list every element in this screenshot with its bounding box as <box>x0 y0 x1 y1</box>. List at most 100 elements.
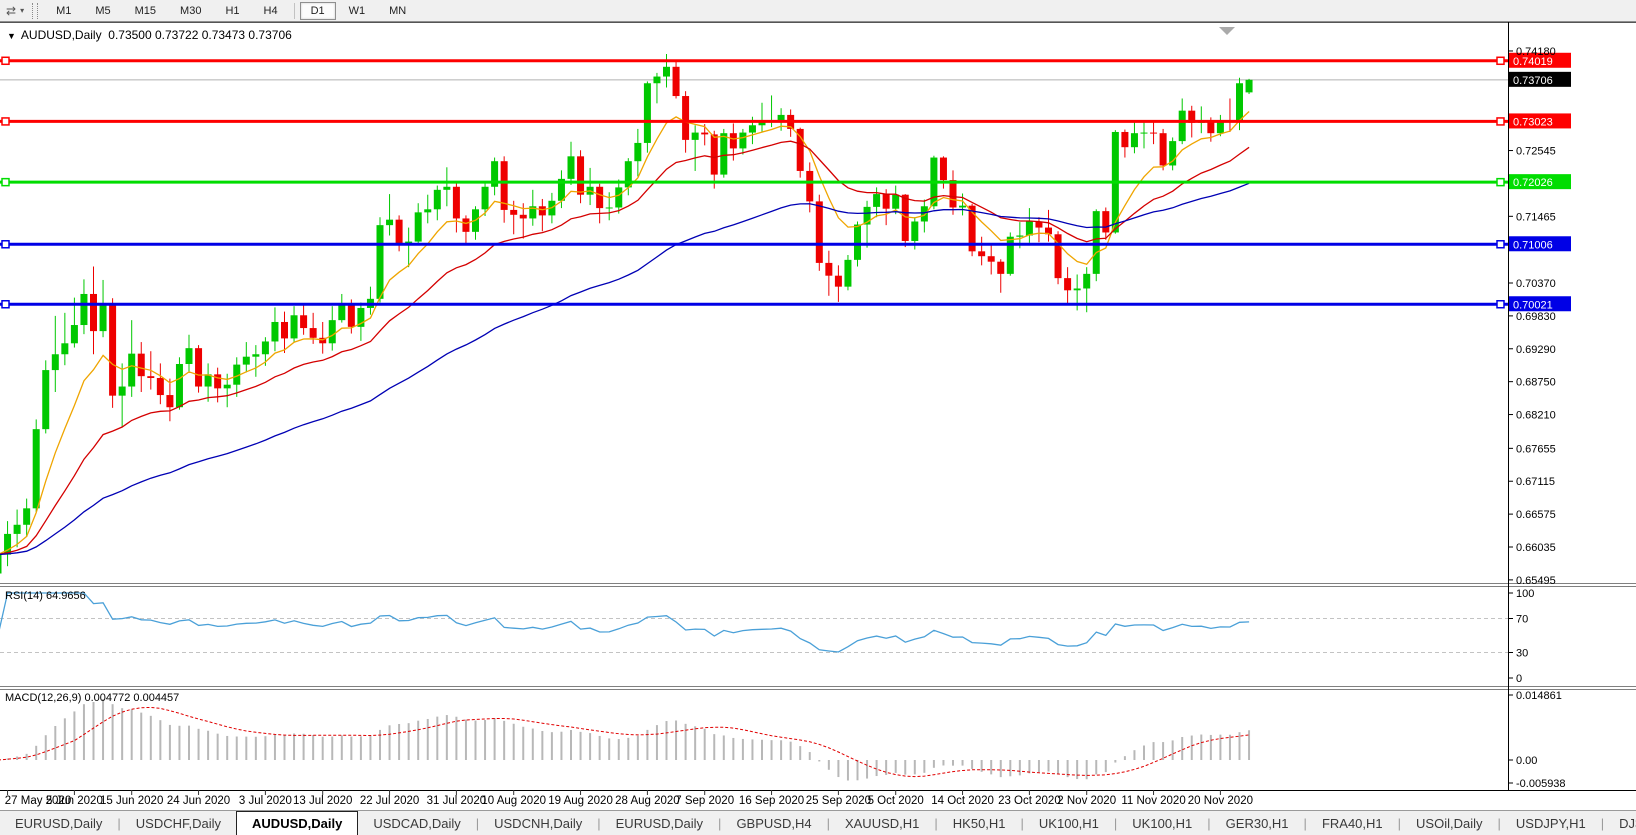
candle <box>978 251 986 257</box>
date-axis-tick-label: 15 Jun 2020 <box>100 795 163 807</box>
symbol-tab-eurusd-daily[interactable]: EURUSD,Daily <box>15 815 103 831</box>
line-drag-handle[interactable] <box>1496 240 1505 249</box>
candle <box>90 293 97 332</box>
candle <box>261 341 269 355</box>
candle <box>1216 121 1224 134</box>
line-drag-handle[interactable] <box>1496 300 1505 309</box>
symbol-tab-uk100-h1[interactable]: UK100,H1 <box>1132 815 1193 831</box>
date-axis-tick-label: 24 Jun 2020 <box>167 795 230 807</box>
price-axis-tick-label: 0.74180 <box>1516 46 1556 58</box>
symbol-tab-uk100-h1[interactable]: UK100,H1 <box>1038 815 1099 831</box>
rsi-pane[interactable] <box>0 592 1250 653</box>
candle <box>739 132 747 149</box>
current-price-badge-label: 0.73706 <box>1513 75 1553 87</box>
toolbar-separator <box>293 2 295 19</box>
candle <box>214 374 222 389</box>
symbol-tab-usdcad-daily[interactable]: USDCAD,Daily <box>373 815 461 831</box>
candle <box>1006 236 1014 274</box>
candle <box>290 315 298 339</box>
candle <box>758 122 766 126</box>
candle <box>529 206 537 219</box>
toolbar-grip-handle[interactable] <box>32 2 39 19</box>
price-axis-tick-label: 0.68750 <box>1516 377 1556 389</box>
line-drag-handle[interactable] <box>1 177 10 187</box>
symbol-tab-usoil-daily[interactable]: USOil,Daily <box>1416 815 1483 831</box>
timeframe-button-d1[interactable]: D1 <box>299 1 336 20</box>
date-axis-tick-label: 13 Jul 2020 <box>293 795 352 807</box>
macd-axis-tick-label: 0.014861 <box>1516 690 1562 702</box>
symbol-tab-usdchf-daily[interactable]: USDCHF,Daily <box>135 815 222 831</box>
date-axis-tick-label: 7 Sep 2020 <box>675 795 734 807</box>
candle <box>1121 131 1129 148</box>
candle <box>223 384 231 389</box>
candle <box>242 356 250 365</box>
chart-shift-marker-icon[interactable] <box>1219 27 1235 35</box>
candles-layer <box>0 54 1253 574</box>
candle <box>882 194 890 209</box>
candle <box>500 161 508 210</box>
date-axis-tick-label: 5 Oct 2020 <box>868 795 924 807</box>
price-level-badge-label: 0.71006 <box>1513 239 1553 251</box>
candle <box>834 275 842 287</box>
chart-symbol-label: AUDUSD,Daily <box>20 28 102 42</box>
timeframe-button-h1[interactable]: H1 <box>225 4 240 17</box>
candle <box>653 76 661 84</box>
symbol-tab-dj30-daily[interactable]: DJ30,Daily <box>1619 815 1636 831</box>
chart-canvas[interactable]: 0.74019 0.73023 0.72026 0.71006 0.70021 0.737… <box>0 0 1636 810</box>
price-level-badge-label: 0.72026 <box>1513 177 1553 189</box>
line-drag-handle[interactable] <box>1 117 10 126</box>
symbol-tab-eurusd-daily[interactable]: EURUSD,Daily <box>615 815 704 831</box>
chevron-down-icon[interactable]: ▾ <box>20 6 25 15</box>
chart-dropdown-icon[interactable]: ▼ <box>7 31 16 41</box>
macd-pane[interactable] <box>0 699 1251 781</box>
candle <box>1245 79 1253 93</box>
candle <box>873 194 881 207</box>
line-drag-handle[interactable] <box>1496 177 1505 187</box>
candle <box>920 206 928 222</box>
chart-title: ▼ AUDUSD,Daily 0.73500 0.73722 0.73473 0.… <box>7 28 292 42</box>
timeframe-button-mn[interactable]: MN <box>389 4 407 17</box>
symbol-tab-xauusd-h1[interactable]: XAUUSD,H1 <box>844 815 920 831</box>
candle <box>1054 234 1062 279</box>
symbol-tab-fra40-h1[interactable]: FRA40,H1 <box>1321 815 1383 831</box>
candle <box>328 320 336 344</box>
timeframe-button-m30[interactable]: M30 <box>180 4 202 17</box>
symbol-tab-gbpusd-h4[interactable]: GBPUSD,H4 <box>736 815 812 831</box>
candle <box>300 315 308 329</box>
line-drag-handle[interactable] <box>1496 56 1505 66</box>
price-axis-tick-label: 0.65495 <box>1516 575 1556 587</box>
candle <box>452 186 460 219</box>
candle <box>510 209 518 215</box>
date-axis-tick-label: 31 Jul 2020 <box>427 795 486 807</box>
candle <box>195 348 203 387</box>
symbol-tab-ger30-h1[interactable]: GER30,H1 <box>1225 815 1289 831</box>
line-drag-handle[interactable] <box>1 240 10 249</box>
candle <box>796 128 804 171</box>
candle <box>844 259 852 287</box>
candle <box>309 328 317 338</box>
candle <box>519 214 527 219</box>
symbol-tab-usdcnh-daily[interactable]: USDCNH,Daily <box>494 815 583 831</box>
candle <box>185 348 193 364</box>
timeframe-button-m1[interactable]: M1 <box>56 4 72 17</box>
price-axis-tick-label: 0.72545 <box>1516 146 1556 158</box>
symbol-tab-usdjpy-h1[interactable]: USDJPY,H1 <box>1515 815 1586 831</box>
timeframe-button-m5[interactable]: M5 <box>95 4 111 17</box>
line-drag-handle[interactable] <box>1496 117 1505 126</box>
line-drag-handle[interactable] <box>1 300 10 309</box>
symbol-tab-audusd-daily[interactable]: AUDUSD,Daily <box>236 811 359 835</box>
candle <box>691 132 699 140</box>
tab-separator: | <box>117 815 121 831</box>
candle <box>901 194 909 241</box>
timeframe-button-h4[interactable]: H4 <box>263 4 278 17</box>
pan-tool-icon[interactable]: ⇄ <box>6 3 17 18</box>
date-axis-tick-label: 5 Jun 2020 <box>46 795 103 807</box>
symbol-tab-hk50-h1[interactable]: HK50,H1 <box>952 815 1006 831</box>
main-pane[interactable] <box>0 54 1508 583</box>
timeframe-button-m15[interactable]: M15 <box>134 4 157 17</box>
timeframe-button-w1[interactable]: W1 <box>348 4 366 17</box>
line-drag-handle[interactable] <box>1 56 10 66</box>
candle <box>166 395 174 408</box>
candle <box>682 96 690 140</box>
rsi-line <box>0 592 1250 653</box>
